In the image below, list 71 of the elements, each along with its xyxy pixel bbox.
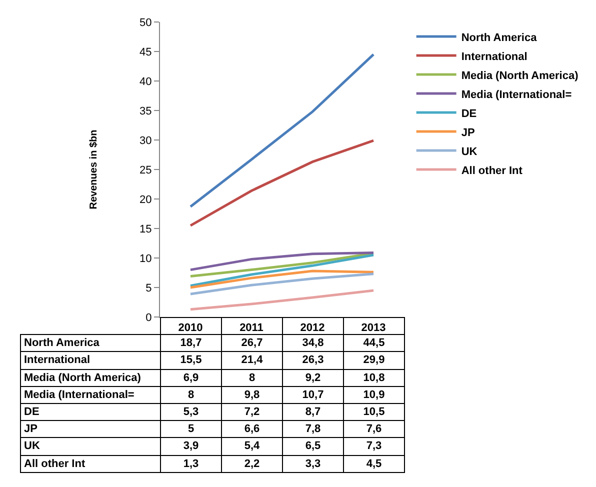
y-tick-label: 50 xyxy=(140,16,152,29)
legend-label: International xyxy=(461,50,528,63)
y-tick-label: 10 xyxy=(140,252,152,265)
data-label: 7,3 xyxy=(344,438,404,455)
data-label: 5,3 xyxy=(160,403,222,421)
data-label: 4,5 xyxy=(344,455,404,472)
line-series xyxy=(189,251,375,272)
x-tick-label: 2012 xyxy=(300,322,325,334)
data-label: 18,7 xyxy=(160,334,222,352)
data-label: 44,5 xyxy=(344,334,404,352)
data-label: 5,4 xyxy=(222,438,282,455)
x-tick-label: 2013 xyxy=(361,322,386,334)
legend-label: DE xyxy=(461,108,477,120)
y-tick-label: 25 xyxy=(140,164,152,176)
line-series xyxy=(189,254,375,287)
data-label: 8,7 xyxy=(282,403,344,421)
data-label: 2,2 xyxy=(222,455,282,472)
data-label: 6,9 xyxy=(160,369,222,386)
y-tick-label: 5 xyxy=(146,282,152,294)
data-label: 21,4 xyxy=(222,352,282,370)
legend-label: North America xyxy=(461,32,538,44)
data-label: 8 xyxy=(160,386,222,404)
data-label: 10,5 xyxy=(344,403,404,421)
y-tick-label: 45 xyxy=(140,46,152,58)
data-label: 26,7 xyxy=(222,334,282,352)
y-axis-title: Revenues in $bn xyxy=(88,130,100,210)
y-tick-label: 30 xyxy=(140,134,152,147)
data-label: 9,2 xyxy=(282,369,344,386)
data-label: 5 xyxy=(160,420,222,438)
legend-label: Media (International= xyxy=(461,88,572,101)
data-label: 8 xyxy=(222,369,282,386)
y-tick-label: 40 xyxy=(140,76,152,88)
data-label: 7,6 xyxy=(344,420,404,438)
data-label: 26,3 xyxy=(282,352,344,370)
y-tick-label: 0 xyxy=(146,312,152,324)
data-label: 29,9 xyxy=(344,352,404,370)
data-label: 10,9 xyxy=(344,386,404,404)
line-series xyxy=(189,53,375,208)
legend-label: JP xyxy=(461,126,475,139)
y-tick-label: 15 xyxy=(140,223,152,236)
data-label: 10,7 xyxy=(282,386,344,404)
text: DE xyxy=(24,406,40,418)
text: International xyxy=(24,354,90,366)
data-label: 10,8 xyxy=(344,369,404,386)
data-label: 7,8 xyxy=(282,420,344,438)
y-tick-label: 20 xyxy=(140,194,152,206)
y-tick-label: 35 xyxy=(140,105,152,118)
data-label: 3,9 xyxy=(160,438,222,455)
data-label: 1,3 xyxy=(160,455,222,472)
data-label: 6,6 xyxy=(222,420,282,438)
data-label: 34,8 xyxy=(282,334,344,352)
data-label: 6,5 xyxy=(282,438,344,455)
legend-label: UK xyxy=(461,146,478,158)
data-label: 9,8 xyxy=(222,386,282,404)
line-series xyxy=(189,272,375,296)
legend-label: All other Int xyxy=(461,164,523,177)
text: All other Int xyxy=(24,458,86,470)
text: Media (North America) xyxy=(24,372,141,384)
line-series xyxy=(189,139,375,227)
x-tick-label: 2011 xyxy=(240,322,264,334)
line-series xyxy=(189,270,375,289)
text: North America xyxy=(24,337,100,350)
x-tick-label: 2010 xyxy=(178,322,203,334)
text: UK xyxy=(24,440,40,452)
data-label: 15,5 xyxy=(160,352,222,370)
text: JP xyxy=(24,423,38,436)
line-series xyxy=(189,289,375,311)
text: Media (International= xyxy=(24,388,134,401)
data-label: 7,2 xyxy=(222,403,282,421)
legend-label: Media (North America) xyxy=(461,70,579,82)
data-label: 3,3 xyxy=(282,455,344,472)
